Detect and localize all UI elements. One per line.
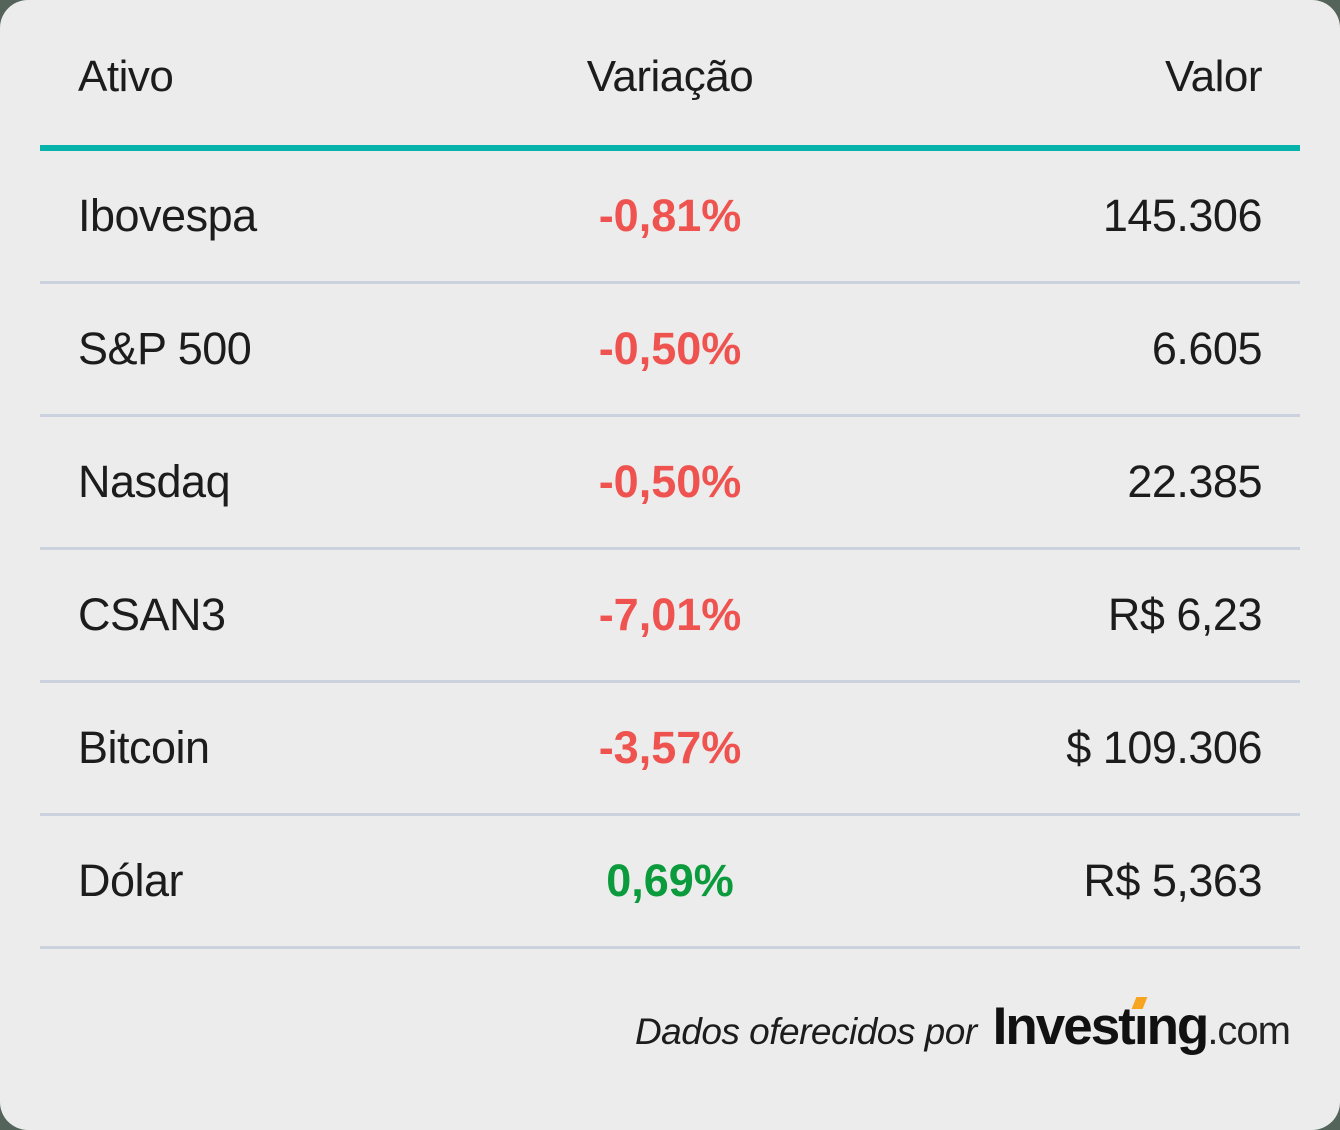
column-header-variacao: Variação xyxy=(586,51,754,101)
logo-text-part2: ng xyxy=(1146,996,1210,1056)
asset-value: 145.306 xyxy=(1102,190,1263,241)
change-percent: -0,50% xyxy=(598,456,742,507)
asset-name: Ibovespa xyxy=(78,190,257,241)
column-header-ativo: Ativo xyxy=(78,51,174,101)
attribution-footer: Dados oferecidos por Investı ng .com xyxy=(0,949,1340,1103)
column-header-valor: Valor xyxy=(1165,51,1262,101)
change-percent: -7,01% xyxy=(598,589,742,640)
table-body: Ibovespa -0,81% 145.306 S&P 500 -0,50% 6.605 N… xyxy=(40,151,1300,949)
table-row: Dólar 0,69% R$ 5,363 xyxy=(40,816,1300,949)
change-percent: -0,50% xyxy=(598,323,742,374)
logo-text-part1: Invest xyxy=(992,996,1136,1056)
table-row: Nasdaq -0,50% 22.385 xyxy=(40,417,1300,550)
asset-name: CSAN3 xyxy=(78,589,226,640)
asset-value: R$ 6,23 xyxy=(1107,589,1263,640)
asset-value: 6.605 xyxy=(1151,323,1263,374)
asset-value: $ 109.306 xyxy=(1066,722,1262,773)
logo-dot-com: .com xyxy=(1207,1008,1291,1053)
change-percent: 0,69% xyxy=(606,855,734,906)
logo-styled-i: ı xyxy=(1131,996,1149,1057)
table-row: Bitcoin -3,57% $ 109.306 xyxy=(40,683,1300,816)
table-header-row: Ativo Variação Valor xyxy=(40,0,1300,151)
asset-value: 22.385 xyxy=(1127,456,1262,507)
change-percent: -3,57% xyxy=(598,722,742,773)
table-row: CSAN3 -7,01% R$ 6,23 xyxy=(40,550,1300,683)
asset-name: Nasdaq xyxy=(78,456,231,507)
credit-text: Dados oferecidos por xyxy=(634,1010,977,1052)
asset-name: Bitcoin xyxy=(78,722,210,773)
table-row: S&P 500 -0,50% 6.605 xyxy=(40,284,1300,417)
investing-logo: Investı ng xyxy=(992,996,1210,1057)
asset-value: R$ 5,363 xyxy=(1083,855,1262,906)
market-table: Ativo Variação Valor Ibovespa -0,81% 145.3… xyxy=(40,0,1300,949)
change-percent: -0,81% xyxy=(598,190,742,241)
asset-name: Dólar xyxy=(78,855,184,906)
asset-name: S&P 500 xyxy=(78,323,252,374)
table-row: Ibovespa -0,81% 145.306 xyxy=(40,151,1300,284)
